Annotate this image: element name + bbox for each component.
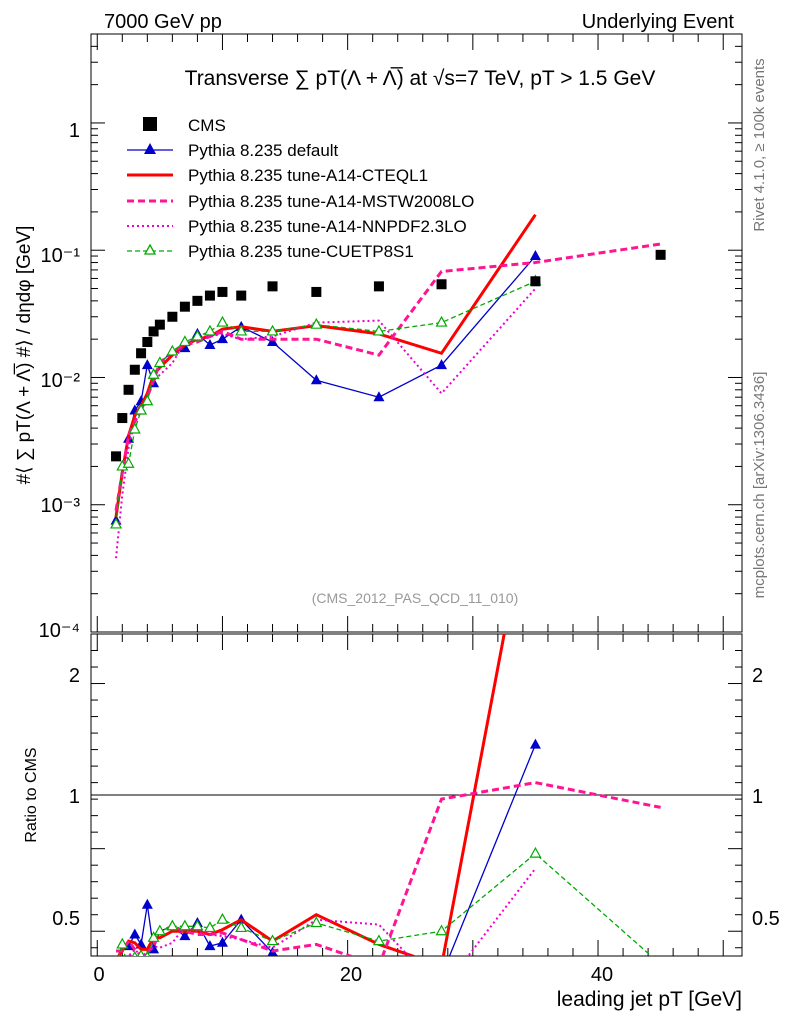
cms-data-point [155, 320, 165, 330]
x-axis-label: leading jet pT [GeV] [557, 988, 742, 1011]
ratio-ylabel: Ratio to CMS [23, 747, 40, 842]
legend-label-mstw: Pythia 8.235 tune-A14-MSTW2008LO [188, 192, 474, 211]
ytick-label-4: 10⁻³ [41, 495, 81, 517]
xtick-label-20: 20 [340, 964, 362, 986]
cms-data-point [205, 291, 215, 301]
cms-data-point [167, 312, 177, 322]
top-line-pythia-8-235-tune-cuetp8s1 [116, 281, 535, 524]
top-line-pythia-8-235-default [116, 256, 535, 521]
header-right: Underlying Event [582, 11, 735, 33]
ratio-point-pythia-8-235-tune-cuetp8s1 [167, 921, 177, 930]
ratio-point-pythia-8-235-default [111, 957, 122, 967]
cms-data-point [311, 287, 321, 297]
ratio-ytick-left-2: 2 [69, 665, 80, 687]
header-left: 7000 GeV pp [104, 11, 222, 33]
ytick-label-5: 10⁻⁴ [39, 620, 80, 642]
cms-data-point [217, 287, 227, 297]
top-point-pythia-8-235-default [204, 339, 215, 349]
cms-data-point [130, 365, 140, 375]
ratio-point-pythia-8-235-default [530, 739, 541, 749]
ratio-line-pythia-8-235-tune-a14-mstw2008lo [116, 783, 661, 966]
cms-data-point [117, 413, 127, 423]
ratio-point-pythia-8-235-default [373, 986, 384, 996]
top-line-pythia-8-235-tune-a14-mstw2008lo [116, 244, 661, 511]
ytick-label-1: 1 [69, 120, 80, 142]
ratio-point-pythia-8-235-tune-cuetp8s1 [656, 959, 666, 968]
top-point-pythia-8-235-default [267, 336, 278, 346]
ratio-ytick-left-05: 0.5 [52, 908, 80, 930]
cms-data-point [530, 276, 540, 286]
ratio-point-pythia-8-235-tune-cuetp8s1 [437, 926, 447, 935]
cms-data-point [236, 291, 246, 301]
cms-data-point [374, 281, 384, 291]
chart-title: Transverse ∑ pT(Λ + Λ̅) at √s=7 TeV, pT … [185, 67, 656, 90]
mcplots-label: mcplots.cern.ch [arXiv:1306.3436] [751, 372, 768, 599]
ratio-ytick-right-05: 0.5 [752, 908, 780, 930]
ratio-point-pythia-8-235-tune-cuetp8s1 [124, 965, 134, 974]
rivet-label: Rivet 4.1.0, ≥ 100k events [751, 58, 768, 231]
ytick-label-3: 10⁻² [41, 370, 81, 392]
chart-canvas: 7000 GeV pp Underlying Event Rivet 4.1.0… [0, 0, 786, 1024]
legend-label-cms: CMS [188, 116, 226, 135]
xtick-label-40: 40 [591, 964, 613, 986]
cms-data-point [124, 385, 134, 395]
ratio-point-pythia-8-235-tune-cuetp8s1 [111, 960, 121, 969]
legend-marker-default [144, 143, 156, 154]
ytick-label-2: 10⁻¹ [41, 245, 81, 267]
ratio-ytick-left-1: 1 [69, 786, 80, 808]
legend-label-cuetp8s1: Pythia 8.235 tune-CUETP8S1 [188, 242, 414, 261]
analysis-annotation: (CMS_2012_PAS_QCD_11_010) [312, 590, 519, 606]
legend-marker-cms [143, 117, 157, 131]
legend-marker-cuetp8s1 [145, 245, 155, 254]
ratio-point-pythia-8-235-tune-cuetp8s1 [311, 917, 321, 926]
top-point-pythia-8-235-tune-cuetp8s1 [205, 326, 215, 335]
legend: CMS Pythia 8.235 default Pythia 8.235 tu… [127, 116, 474, 261]
ratio-point-pythia-8-235-default [436, 970, 447, 980]
cms-data-point [656, 250, 666, 260]
ratio-point-pythia-8-235-default [142, 899, 153, 909]
legend-label-nnpdf: Pythia 8.235 tune-A14-NNPDF2.3LO [188, 217, 467, 236]
cms-data-point [437, 279, 447, 289]
ratio-point-pythia-8-235-tune-cuetp8s1 [530, 848, 540, 857]
top-point-pythia-8-235-tune-cuetp8s1 [217, 317, 227, 326]
top-ylabel: #⟨ ∑ pT(Λ + Λ̅) #⟩ / dηdφ [GeV] [14, 226, 35, 485]
ratio-ytick-right-2: 2 [752, 665, 763, 687]
ratio-series-group [111, 469, 666, 996]
cms-data-point [136, 348, 146, 358]
ratio-point-pythia-8-235-default [311, 975, 322, 985]
ratio-line-pythia-8-235-tune-a14-cteql1 [116, 469, 535, 966]
cms-data-point [268, 281, 278, 291]
ratio-panel: 2 1 0.5 2 1 0.5 0 20 40 Ratio to CMS lea… [23, 469, 780, 1011]
ratio-point-pythia-8-235-tune-cuetp8s1 [217, 914, 227, 923]
ratio-point-pythia-8-235-default [129, 929, 140, 939]
legend-label-default: Pythia 8.235 default [188, 141, 339, 160]
xtick-label-0: 0 [93, 964, 104, 986]
cms-data-point [142, 337, 152, 347]
cms-data-point [180, 302, 190, 312]
top-point-pythia-8-235-default [311, 374, 322, 384]
ratio-point-pythia-8-235-tune-cuetp8s1 [180, 921, 190, 930]
top-tick-labels: 1 10⁻¹ 10⁻² 10⁻³ 10⁻⁴ [39, 120, 81, 642]
top-point-pythia-8-235-default [530, 250, 541, 260]
top-panel: 1 10⁻¹ 10⁻² 10⁻³ 10⁻⁴ Transverse ∑ pT(Λ … [14, 34, 742, 642]
ratio-ytick-right-1: 1 [752, 786, 763, 808]
legend-label-cteql1: Pythia 8.235 tune-A14-CTEQL1 [188, 166, 428, 185]
top-point-pythia-8-235-default [142, 359, 153, 369]
cms-data-point [192, 296, 202, 306]
cms-data-point [111, 451, 121, 461]
top-series-group [111, 215, 666, 559]
